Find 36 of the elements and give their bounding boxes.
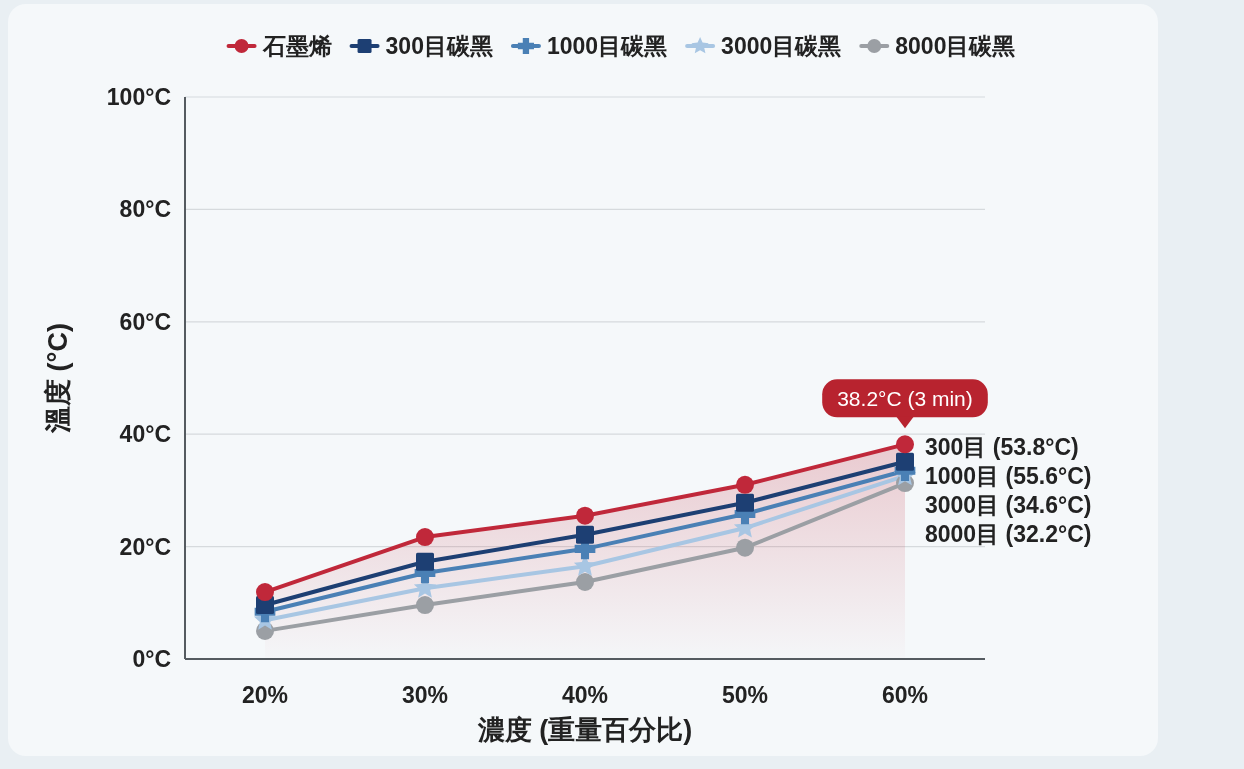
x-tick-label: 20% <box>241 682 289 708</box>
point <box>896 452 914 471</box>
legend-label: 1000目碳黑 <box>546 33 668 59</box>
x-tick-label: 60% <box>881 682 929 708</box>
callout: 38.2°C (3 min) <box>822 379 988 429</box>
point <box>416 528 434 547</box>
legend-label: 石墨烯 <box>261 33 332 59</box>
y-tick-label: 40°C <box>119 421 171 448</box>
y-tick-label: 80°C <box>119 196 171 223</box>
y-tick-label: 60°C <box>119 308 171 335</box>
point <box>416 596 434 615</box>
point <box>576 506 594 525</box>
y-tick-label: 100°C <box>106 84 171 110</box>
x-tick-label: 40% <box>561 682 609 708</box>
annotation: 3000目 (34.6°C) <box>925 492 1092 519</box>
x-axis-title: 濃度 (重量百分比) <box>476 715 693 745</box>
legend-label: 8000目碳黑 <box>895 33 1016 59</box>
annotation: 1000目 (55.6°C) <box>925 463 1092 490</box>
point <box>736 538 754 557</box>
x-tick-label: 50% <box>721 682 769 708</box>
point <box>736 475 754 494</box>
point <box>576 525 594 544</box>
point <box>576 573 594 592</box>
point <box>256 583 274 602</box>
point <box>416 552 434 571</box>
legend-label: 3000目碳黑 <box>721 33 842 59</box>
legend-label: 300目碳黑 <box>385 33 493 59</box>
annotation: 300目 (53.8°C) <box>925 434 1079 461</box>
point <box>736 493 754 512</box>
y-axis-title: 溫度 (°C) <box>43 323 73 434</box>
annotation: 38.2°C (3 min) <box>837 386 973 410</box>
point <box>896 435 914 454</box>
y-tick-label: 0°C <box>132 646 171 672</box>
annotation: 8000目 (32.2°C) <box>925 521 1092 548</box>
x-tick-label: 30% <box>401 682 449 708</box>
y-tick-label: 20°C <box>119 533 171 560</box>
